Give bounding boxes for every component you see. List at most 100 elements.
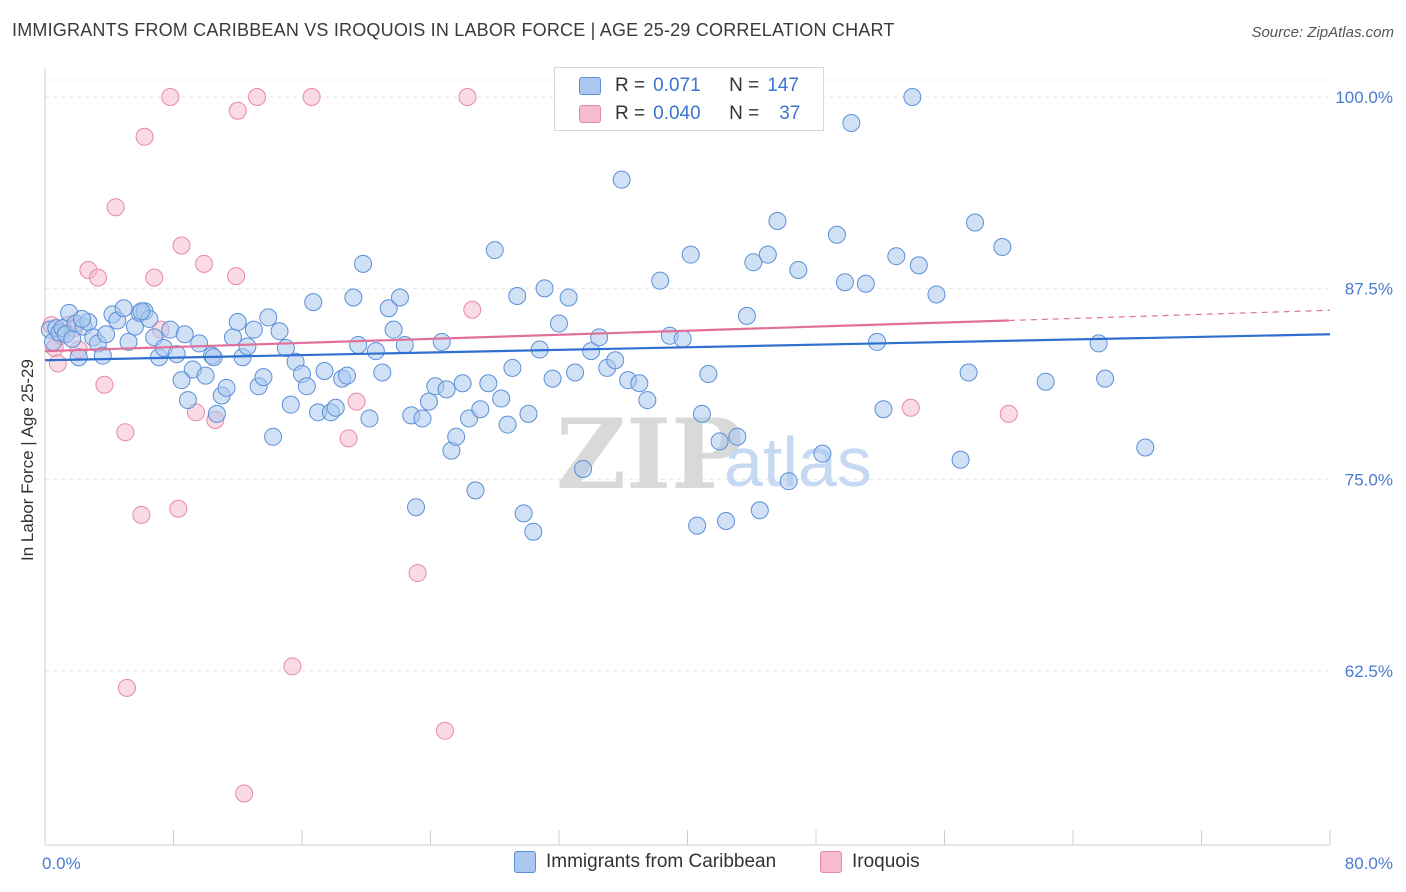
legend-r-value: 0.040: [653, 103, 701, 124]
data-point-iroquois: [161, 88, 180, 106]
data-point-iroquois: [195, 254, 214, 273]
data-point-iroquois: [901, 398, 920, 417]
data-point-caribbean: [710, 432, 729, 451]
data-point-caribbean: [909, 256, 928, 275]
y-tick-label: 75.0%: [1345, 471, 1393, 490]
data-point-iroquois: [235, 784, 254, 803]
data-point-iroquois: [408, 564, 427, 583]
data-point-caribbean: [758, 245, 777, 264]
data-point-iroquois: [347, 392, 366, 411]
data-point-caribbean: [326, 398, 345, 417]
data-point-caribbean: [485, 241, 504, 260]
data-point-caribbean: [1089, 334, 1108, 353]
data-point-iroquois: [227, 267, 246, 286]
watermark: ZIP atlas: [556, 398, 872, 511]
data-point-caribbean: [779, 472, 798, 491]
data-point-caribbean: [447, 427, 466, 446]
data-point-iroquois: [228, 101, 247, 120]
data-point-iroquois: [106, 198, 125, 217]
data-point-caribbean: [868, 332, 887, 351]
data-point-caribbean: [550, 314, 568, 333]
data-point-caribbean: [789, 260, 808, 279]
data-point-iroquois: [248, 88, 267, 106]
legend-item-iroquois: Iroquois: [820, 851, 920, 873]
data-point-caribbean: [244, 320, 263, 339]
data-point-caribbean: [466, 481, 485, 500]
data-point-caribbean: [1036, 372, 1055, 391]
gridlines: [45, 79, 1330, 672]
data-point-caribbean: [966, 213, 985, 232]
data-point-caribbean: [951, 450, 970, 469]
data-point-caribbean: [559, 288, 578, 307]
data-point-caribbean: [887, 247, 906, 266]
legend-n-label: N =: [729, 103, 760, 124]
legend-r-value: 0.071: [653, 75, 701, 96]
data-point-caribbean: [453, 374, 472, 393]
legend-n-value: 147: [767, 75, 799, 96]
data-point-caribbean: [813, 444, 832, 463]
data-point-caribbean: [1136, 438, 1155, 457]
data-point-caribbean: [503, 358, 522, 377]
data-point-caribbean: [543, 369, 562, 388]
y-tick-label: 100.0%: [1335, 88, 1393, 107]
data-point-caribbean: [238, 337, 257, 356]
watermark-atlas: atlas: [724, 423, 872, 501]
data-point-caribbean: [728, 427, 747, 446]
data-point-caribbean: [360, 409, 379, 428]
data-point-caribbean: [471, 400, 490, 419]
data-point-iroquois: [117, 678, 136, 697]
data-point-caribbean: [390, 288, 409, 307]
data-point-iroquois: [145, 268, 164, 287]
data-point-caribbean: [207, 404, 226, 423]
data-point-caribbean: [856, 274, 875, 293]
series-caribbean: [40, 88, 1155, 541]
data-point-caribbean: [196, 366, 215, 385]
legend-swatch-blue: [514, 851, 536, 873]
data-point-caribbean: [959, 363, 978, 382]
data-point-iroquois: [172, 236, 191, 255]
x-tick-label: 80.0%: [1345, 854, 1393, 873]
data-point-caribbean: [349, 335, 368, 354]
data-point-caribbean: [337, 366, 356, 385]
data-point-caribbean: [114, 299, 133, 318]
data-point-iroquois: [116, 423, 135, 442]
data-point-caribbean: [315, 361, 334, 380]
data-point-caribbean: [297, 377, 316, 396]
data-point-iroquois: [339, 429, 358, 448]
data-point-caribbean: [172, 371, 191, 390]
data-point-caribbean: [699, 365, 718, 384]
data-point-caribbean: [688, 516, 707, 535]
data-point-caribbean: [97, 325, 116, 344]
data-point-iroquois: [169, 499, 188, 518]
data-point-iroquois: [463, 300, 482, 319]
data-point-caribbean: [524, 522, 543, 541]
legend-series: Immigrants from Caribbean Iroquois: [0, 851, 1406, 879]
data-point-caribbean: [638, 391, 657, 410]
data-point-iroquois: [435, 721, 454, 740]
axes: [44, 68, 1331, 846]
data-point-caribbean: [413, 409, 432, 428]
data-point-caribbean: [717, 511, 736, 530]
data-point-iroquois: [48, 354, 67, 373]
trend-line-caribbean: [44, 333, 1331, 362]
legend-stats: R = 0.071 N = 147 R = 0.040 N = 37: [554, 67, 824, 131]
data-point-caribbean: [354, 254, 373, 273]
data-point-caribbean: [651, 271, 670, 290]
trend-lines: [44, 309, 1331, 362]
data-point-iroquois: [95, 375, 114, 394]
data-point-caribbean: [566, 363, 585, 382]
data-point-caribbean: [492, 389, 511, 408]
legend-r-label: R =: [615, 103, 646, 124]
data-point-iroquois: [302, 88, 321, 106]
data-point-caribbean: [750, 501, 769, 520]
legend-n-value: 37: [779, 103, 801, 124]
x-tick-label: 0.0%: [42, 854, 81, 873]
data-point-caribbean: [373, 363, 392, 382]
data-point-caribbean: [498, 415, 517, 434]
data-point-caribbean: [479, 374, 498, 393]
data-point-caribbean: [514, 504, 533, 523]
data-point-caribbean: [379, 299, 398, 318]
data-point-caribbean: [304, 293, 323, 312]
data-point-caribbean: [681, 245, 700, 264]
